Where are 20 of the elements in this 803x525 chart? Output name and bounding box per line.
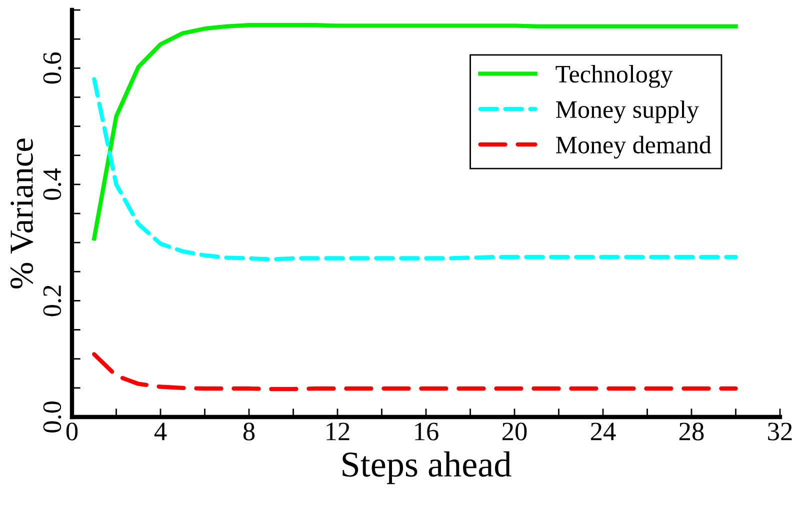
y-axis-title: % Variance xyxy=(10,138,34,288)
y-tick-label: 0.4 xyxy=(43,168,62,200)
line-series xyxy=(92,352,738,392)
x-tick-label: 8 xyxy=(243,422,255,440)
x-tick-label: 24 xyxy=(590,422,616,440)
x-tick-label: 4 xyxy=(154,422,167,440)
legend-label: Money demand xyxy=(556,136,712,159)
x-tick-label: 28 xyxy=(679,422,704,440)
x-tick-label: 32 xyxy=(768,422,792,440)
legend-label: Money supply xyxy=(556,100,699,124)
y-tick-label: 0.6 xyxy=(43,52,62,84)
x-tick-label: 0 xyxy=(66,422,78,440)
x-tick-label: 12 xyxy=(326,422,350,440)
y-tick-label: 0.0 xyxy=(43,402,62,432)
x-axis-title: Steps ahead xyxy=(342,451,512,484)
y-tick-label: 0.2 xyxy=(43,286,62,316)
line-series xyxy=(92,23,738,241)
x-tick-label: 16 xyxy=(415,422,438,440)
legend-label: Technology xyxy=(556,65,673,88)
x-tick-label: 20 xyxy=(502,422,527,440)
